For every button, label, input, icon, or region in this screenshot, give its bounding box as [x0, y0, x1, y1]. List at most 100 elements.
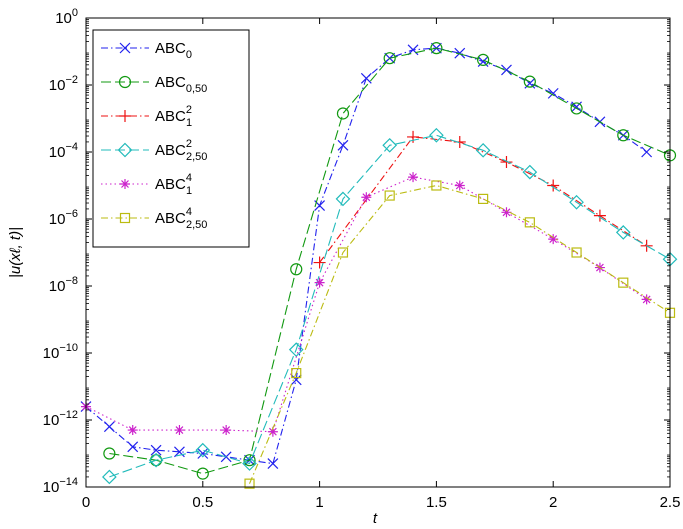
series-line	[109, 47, 671, 475]
data-point	[408, 172, 419, 183]
data-point	[196, 467, 209, 480]
circle-marker	[617, 129, 630, 142]
x-marker	[360, 72, 372, 84]
data-point	[615, 225, 631, 240]
legend-entry-6: ABC4 2,50	[101, 206, 207, 231]
square-marker	[291, 368, 302, 379]
plus-marker	[593, 209, 606, 222]
data-point	[548, 234, 559, 245]
circle-marker	[336, 107, 350, 120]
data-point	[221, 425, 232, 436]
x-marker	[197, 448, 209, 459]
diamond-marker	[382, 137, 398, 153]
data-point	[430, 42, 443, 55]
diamond-marker	[195, 442, 211, 458]
data-point	[120, 179, 130, 189]
square-marker	[478, 193, 489, 204]
plus-marker	[407, 130, 420, 143]
data-point	[407, 44, 419, 56]
y-tick-label: 10−2	[49, 74, 78, 94]
plus-marker	[500, 156, 513, 169]
legend-entry-3: ABC2 1	[101, 104, 192, 129]
circle-marker	[149, 454, 163, 467]
data-point	[382, 137, 398, 153]
star-marker	[641, 294, 652, 305]
data-point	[384, 190, 395, 201]
data-point	[149, 454, 163, 467]
star-marker	[127, 425, 138, 436]
data-point	[288, 342, 304, 357]
legend: ABC0 ABC0,50 ABC2 1 ABC2 2,50 ABC4 1 ABC4 2,50	[92, 29, 250, 248]
series-line	[248, 184, 671, 484]
data-point	[119, 110, 131, 122]
axes-frame	[85, 17, 671, 488]
star-marker	[501, 207, 512, 218]
star-marker	[120, 179, 130, 189]
legend-label: ABC2 2,50	[155, 138, 207, 163]
diamond-marker	[429, 127, 444, 143]
data-point	[429, 127, 444, 143]
legend-entry-4: ABC2 2,50	[101, 138, 207, 163]
data-point	[103, 447, 116, 460]
data-point	[383, 52, 396, 65]
y-tick-label: 10−6	[49, 208, 78, 228]
data-point	[150, 444, 162, 456]
data-point	[454, 180, 465, 191]
data-point	[361, 192, 372, 203]
y-tick-label: 10−4	[49, 141, 78, 161]
legend-label: ABC2 1	[155, 104, 192, 129]
circle-marker	[103, 447, 116, 460]
y-tick-label: 10−14	[43, 476, 78, 496]
square-marker	[119, 212, 131, 224]
data-point	[337, 139, 349, 151]
plus-marker	[313, 256, 326, 269]
circle-marker	[383, 52, 396, 65]
star-marker	[221, 425, 232, 436]
legend-label: ABC0	[155, 40, 192, 61]
diamond-marker	[475, 142, 491, 158]
data-point	[244, 478, 255, 489]
square-marker	[524, 217, 535, 228]
x-marker	[547, 87, 559, 99]
data-point	[197, 448, 209, 459]
x-axis-label: t	[373, 510, 378, 524]
data-point	[571, 247, 582, 258]
data-point	[174, 446, 185, 458]
legend-box	[92, 29, 250, 248]
data-point	[290, 263, 303, 276]
x-marker	[174, 446, 185, 458]
data-point	[522, 164, 538, 180]
data-point	[523, 75, 536, 88]
square-marker	[571, 247, 582, 258]
circle-marker	[523, 75, 536, 88]
data-point	[360, 72, 372, 84]
data-point	[617, 129, 630, 142]
data-point	[500, 156, 513, 169]
x-marker	[119, 42, 131, 54]
square-marker	[337, 247, 349, 258]
x-marker	[290, 374, 302, 386]
data-point	[570, 102, 583, 115]
data-point	[148, 452, 164, 468]
circle-marker	[477, 53, 490, 66]
square-marker	[384, 190, 395, 201]
star-marker	[548, 234, 559, 245]
data-point	[267, 426, 278, 437]
data-point	[119, 42, 131, 54]
data-point	[569, 194, 584, 210]
circle-marker	[118, 75, 132, 89]
x-marker	[641, 146, 653, 158]
star-marker	[174, 425, 185, 436]
data-point	[290, 374, 302, 386]
data-point	[242, 456, 257, 471]
star-marker	[454, 180, 465, 191]
data-point	[118, 75, 132, 89]
data-point	[119, 212, 131, 224]
y-tick-label: 10−8	[49, 275, 78, 295]
data-point	[641, 146, 653, 158]
diamond-marker	[148, 452, 164, 468]
circle-marker	[243, 454, 256, 467]
data-point	[336, 107, 350, 120]
data-point	[102, 469, 117, 485]
